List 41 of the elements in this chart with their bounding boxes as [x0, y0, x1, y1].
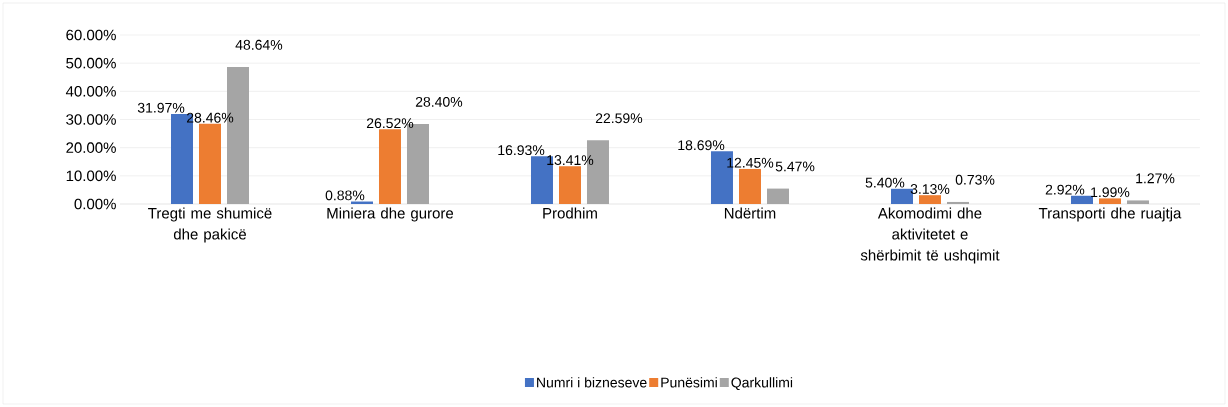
data-label: 5.47% — [775, 161, 815, 172]
bar — [946, 201, 969, 204]
x-tick-label: Akomodimi dhe aktivitetet e shërbimit të ushqimit — [860, 207, 1000, 264]
data-label: 16.93% — [498, 145, 545, 156]
data-label: 31.97% — [137, 102, 185, 113]
data-label: 1.27% — [1136, 173, 1175, 184]
bar — [1098, 198, 1121, 204]
legend-label: Numri i bizneseve — [537, 377, 647, 388]
x-tick-label: Prodhim — [543, 207, 597, 219]
data-label: 0.73% — [955, 174, 995, 185]
y-tick-label: 0.00% — [74, 198, 116, 210]
y-tick-label: 60.00% — [66, 29, 116, 41]
x-tick-label: Miniera dhe gurore — [327, 207, 454, 222]
legend-label: Qarkullimi — [731, 377, 793, 390]
bar — [1126, 200, 1149, 204]
bar — [766, 188, 789, 204]
y-tick-label: 50.00% — [66, 57, 116, 69]
legend-label: Punësimi — [661, 377, 717, 388]
data-label: 18.69% — [678, 140, 725, 151]
bar — [379, 129, 401, 204]
data-label: 2.92% — [1045, 184, 1085, 195]
data-label: 48.64% — [235, 39, 283, 50]
y-tick-label: 30.00% — [66, 114, 116, 125]
y-tick-label: 40.00% — [65, 86, 116, 97]
x-tick-label: Tregti me shumicë dhe pakicë — [148, 207, 272, 243]
data-label: 28.40% — [415, 96, 463, 107]
y-tick-label: 10.00% — [66, 170, 116, 182]
y-tick-label: 20.00% — [66, 142, 116, 153]
bar — [738, 168, 761, 204]
bar — [558, 166, 581, 204]
data-label: 0.88% — [325, 190, 365, 201]
x-tick-label: Transporti dhe ruajtja — [1038, 207, 1182, 222]
data-label: 26.52% — [366, 118, 414, 129]
data-label: 1.99% — [1091, 187, 1130, 198]
x-tick-label: Ndërtim — [724, 207, 776, 219]
bar — [918, 195, 941, 204]
data-label: 5.40% — [865, 177, 905, 188]
data-label: 3.13% — [910, 184, 950, 194]
data-label: 22.59% — [595, 113, 643, 124]
bar — [199, 123, 221, 204]
bar — [1070, 195, 1093, 204]
